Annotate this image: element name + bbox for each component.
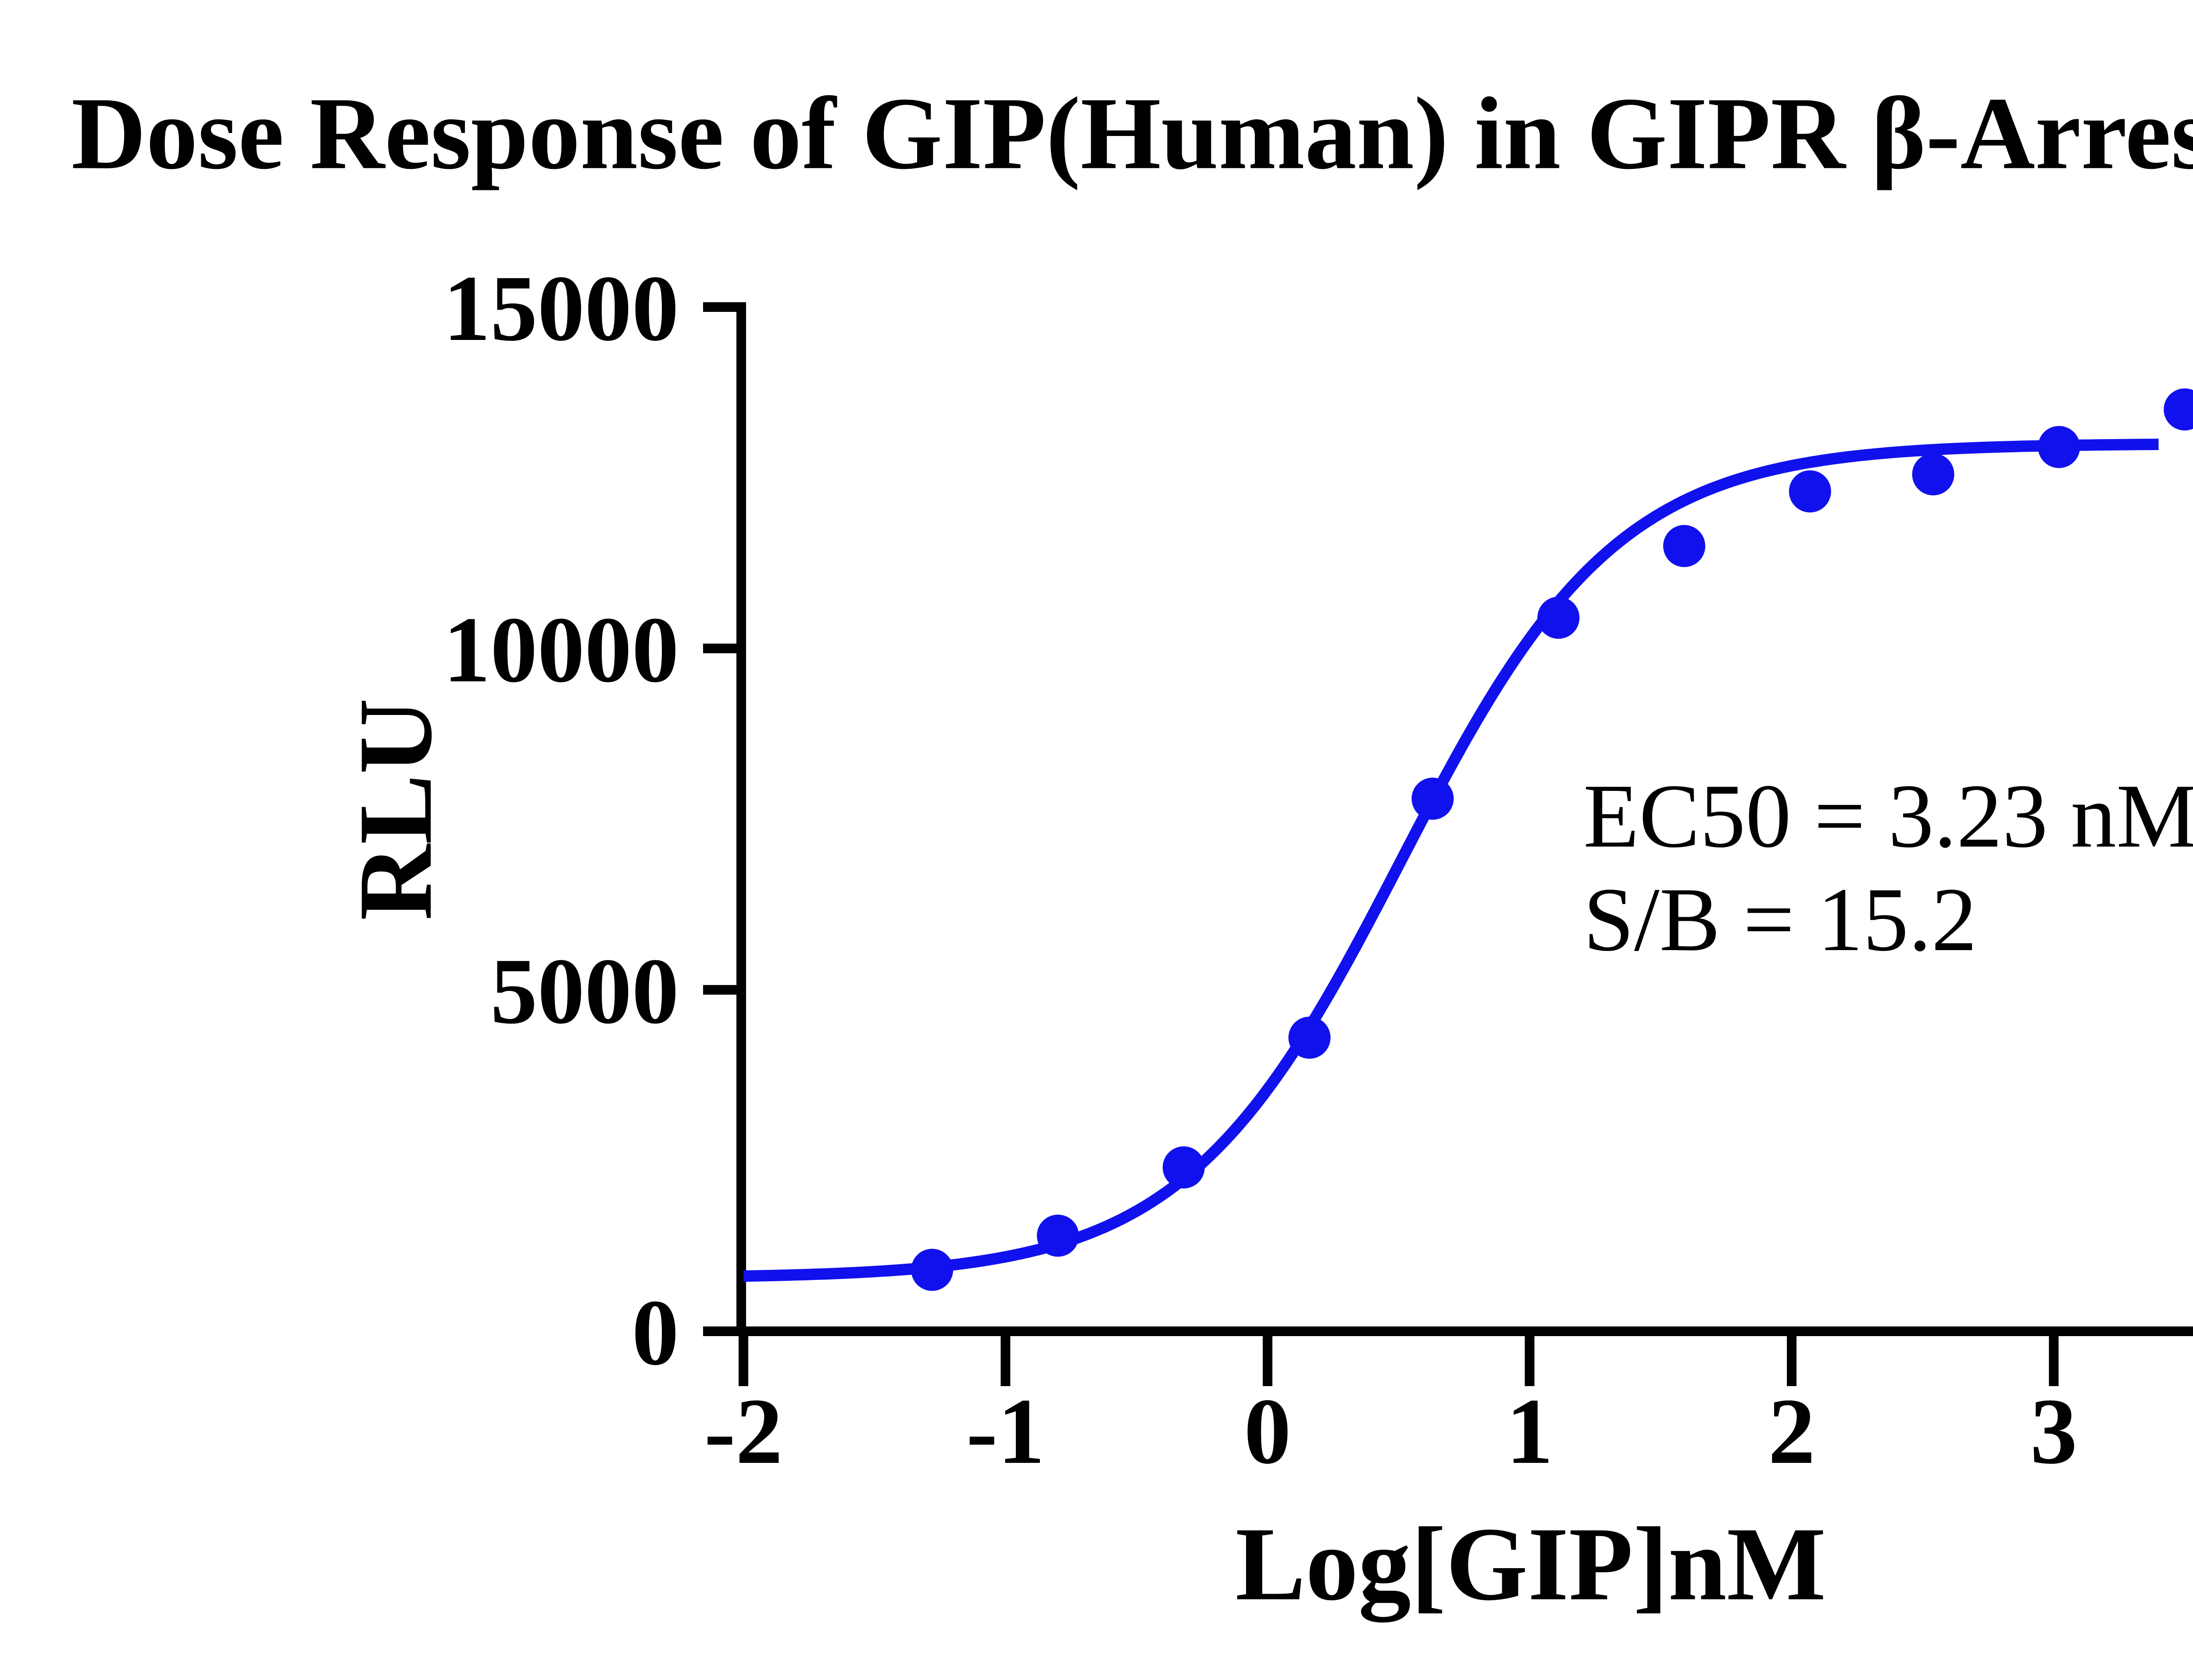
fit-curve [743,439,2159,1282]
annotation-ec50: EC50 = 3.23 nM [1583,765,2193,866]
x-tick-label: -1 [966,1379,1045,1483]
data-point [1789,470,1831,513]
y-tick-label: 5000 [490,939,679,1044]
x-tick-label: -2 [704,1379,782,1483]
data-point [1037,1215,1079,1257]
x-axis-label: Log[GIP]nM [1235,1505,1826,1622]
x-tick-label: 2 [1768,1379,1815,1483]
data-point [1663,525,1706,567]
data-point [1411,777,1454,820]
annotation-signal-to-background: S/B = 15.2 [1583,869,1977,970]
data-point [1288,1016,1331,1059]
x-tick-label: 3 [2030,1379,2078,1483]
x-tick-label: 0 [1244,1379,1291,1483]
y-tick-label: 0 [632,1280,679,1385]
chart-title: Dose Response of GIP(Human) in GIPR β-Ar… [71,76,2193,191]
data-point [1162,1146,1205,1189]
annotation-block: EC50 = 3.23 nM S/B = 15.2 [1583,764,2193,971]
y-tick-label: 15000 [443,256,679,361]
data-point [1537,597,1580,639]
x-tick-label: 1 [1506,1379,1554,1483]
data-point [1912,453,1954,496]
data-point [2164,388,2193,431]
data-point [2038,426,2080,468]
data-point [911,1248,954,1291]
y-tick-label: 10000 [443,597,679,702]
